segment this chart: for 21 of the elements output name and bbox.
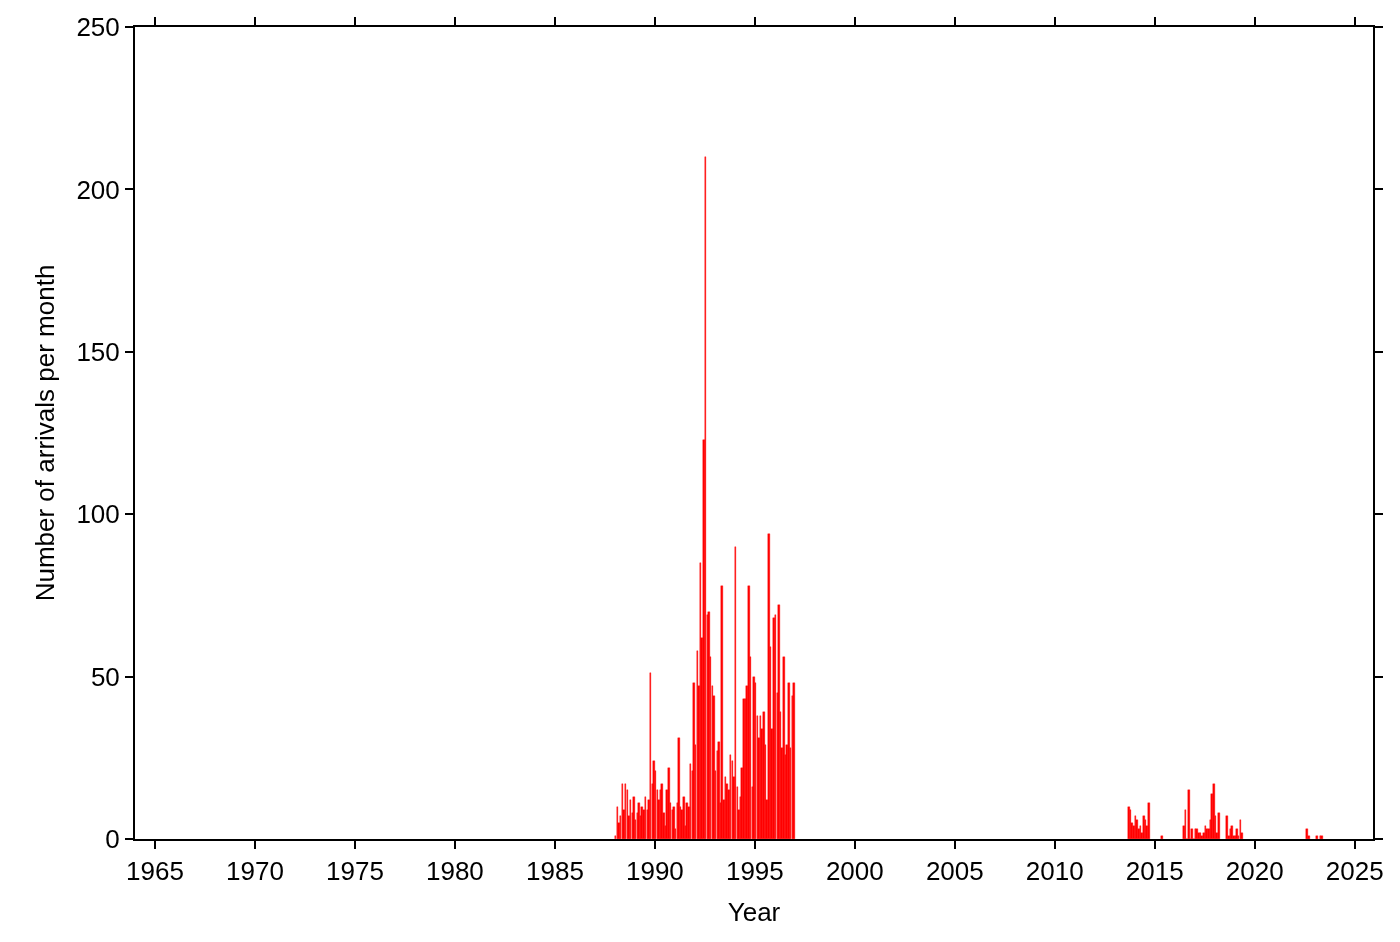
y-tick-label: 50 (90, 661, 120, 692)
x-tick-label: 2000 (825, 856, 884, 887)
x-axis-title: Year (727, 897, 781, 928)
y-tick-label: 100 (76, 499, 120, 530)
x-tick-label: 1990 (625, 856, 684, 887)
x-tick-label: 2015 (1125, 856, 1184, 887)
y-tick-label: 0 (105, 824, 120, 855)
x-tick-label: 2005 (925, 856, 984, 887)
x-tick-label: 1995 (725, 856, 784, 887)
x-tick-label: 1985 (526, 856, 584, 887)
y-tick-label: 150 (76, 336, 120, 367)
x-tick-label: 1970 (226, 856, 284, 887)
x-tick-label: 1965 (126, 856, 184, 887)
y-tick-label: 200 (76, 174, 120, 205)
y-axis-title: Number of arrivals per month (30, 264, 61, 602)
x-tick-label: 2010 (1025, 856, 1084, 887)
x-tick-label: 1975 (326, 856, 384, 887)
x-tick-label: 1980 (425, 856, 484, 887)
y-tick-label: 250 (76, 12, 120, 43)
x-tick-label: 2020 (1225, 856, 1284, 887)
x-tick-label: 2025 (1325, 856, 1384, 887)
